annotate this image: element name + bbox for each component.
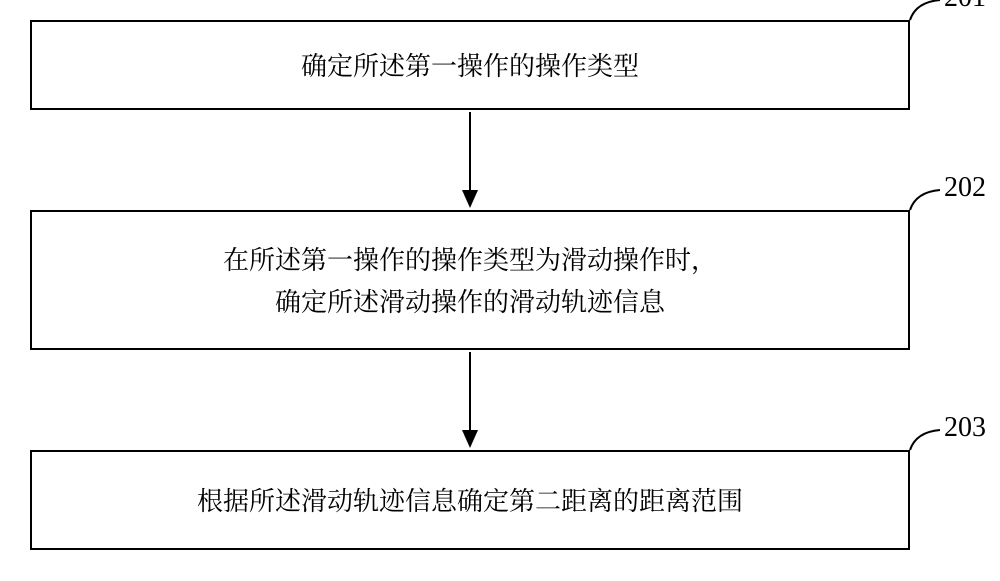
callout-curve-n2 <box>910 190 940 210</box>
callout-label-n1: 201 <box>944 0 986 14</box>
callout-curve-n1 <box>910 0 940 20</box>
node-text: 在所述第一操作的操作类型为滑动操作时， 确定所述滑动操作的滑动轨迹信息 <box>223 238 717 321</box>
flowchart-node-n3: 根据所述滑动轨迹信息确定第二距离的距离范围 <box>30 450 910 550</box>
flowchart-node-n1: 确定所述第一操作的操作类型 <box>30 20 910 110</box>
flowchart-node-n2: 在所述第一操作的操作类型为滑动操作时， 确定所述滑动操作的滑动轨迹信息 <box>30 210 910 350</box>
node-text: 根据所述滑动轨迹信息确定第二距离的距离范围 <box>197 479 743 521</box>
arrowhead-icon <box>462 430 478 448</box>
callout-label-n2: 202 <box>944 172 986 204</box>
callout-curve-n3 <box>910 430 940 450</box>
arrowhead-icon <box>462 190 478 208</box>
callout-label-n3: 203 <box>944 412 986 444</box>
flowchart-canvas: 确定所述第一操作的操作类型 201 在所述第一操作的操作类型为滑动操作时， 确定所述… <box>0 0 1000 581</box>
node-text: 确定所述第一操作的操作类型 <box>301 44 639 86</box>
